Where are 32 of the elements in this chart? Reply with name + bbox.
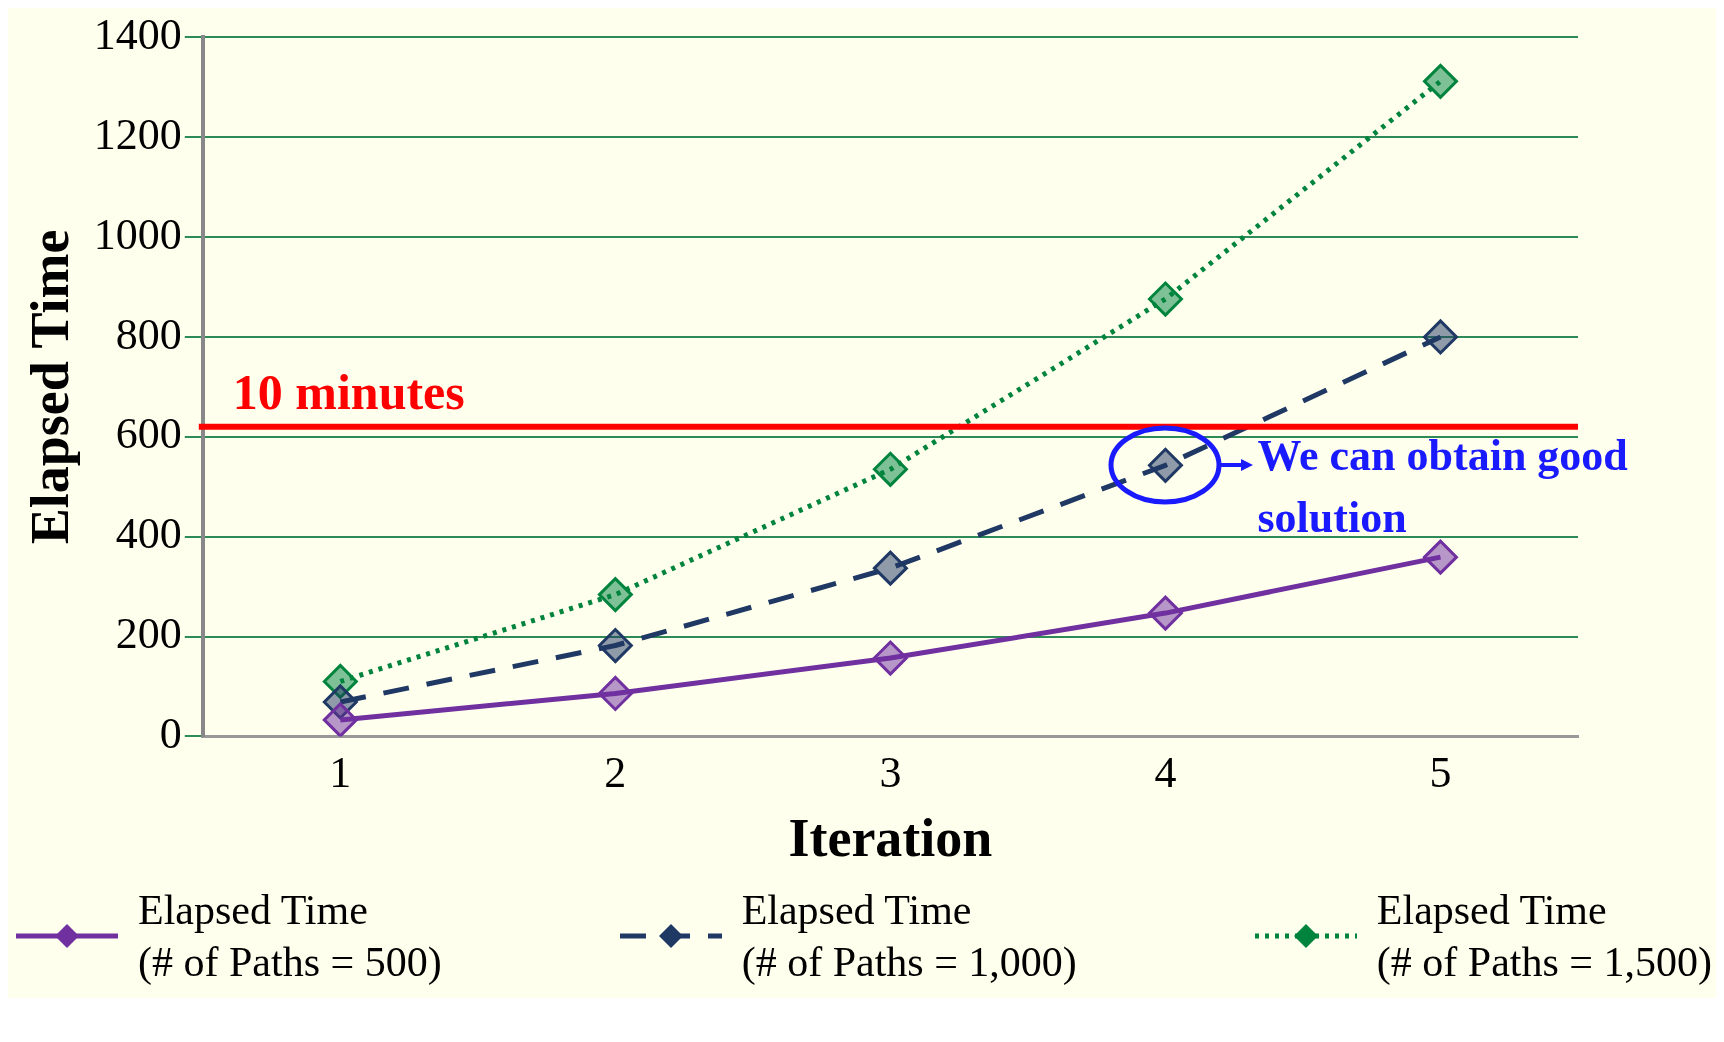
point [1147,595,1183,631]
legend-label: Elapsed Time (# of Paths = 500) [138,886,442,987]
y-tick-label: 600 [115,409,182,459]
point [597,577,633,613]
y-tick-label: 1400 [93,9,182,59]
point [1422,63,1458,99]
point [872,640,908,676]
x-tick-label: 1 [329,748,352,798]
x-tick-label: 5 [1429,748,1452,798]
y-tick-label: 1200 [93,109,182,159]
point [597,675,633,711]
x-tick-label: 3 [879,748,902,798]
point [322,702,358,737]
point [1422,539,1458,575]
x-tick-label: 2 [604,748,627,798]
y-axis-title: Elapsed Time [20,229,81,545]
x-tick-label: 4 [1154,748,1177,798]
point [872,451,908,487]
y-tick-label: 800 [115,309,182,359]
x-axis-title: Iteration [788,807,993,868]
annotation: We can obtain good solution [1257,430,1629,545]
point [1147,281,1183,317]
point [597,628,633,664]
y-tick-label: 200 [115,609,182,659]
point [1422,319,1458,355]
ref-line-label: 10 minutes [232,363,465,420]
y-tick-label: 400 [115,509,182,559]
legend-label: Elapsed Time (# of Paths = 1,000) [741,886,1077,987]
y-tick-label: 1000 [93,209,182,259]
point [872,550,908,586]
y-tick-label: 0 [159,708,182,758]
legend-label: Elapsed Time (# of Paths = 1,500) [1376,886,1712,987]
